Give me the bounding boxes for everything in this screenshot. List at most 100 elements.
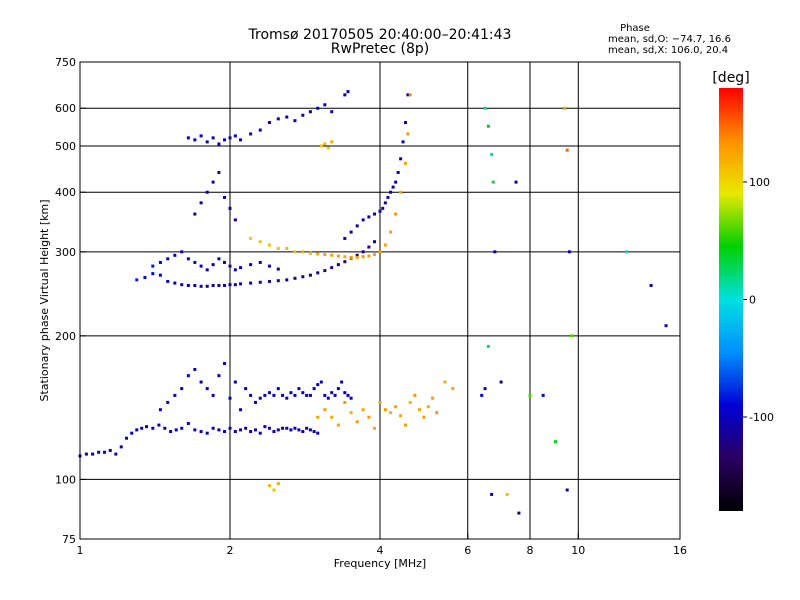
echo-point — [180, 387, 184, 391]
echo-point — [373, 253, 377, 257]
echo-point — [276, 387, 280, 391]
echo-point — [228, 136, 232, 140]
echo-point — [228, 426, 232, 430]
echo-point — [343, 255, 347, 259]
echo-point — [244, 387, 248, 391]
echo-point — [426, 405, 430, 409]
echo-point — [239, 266, 243, 270]
echo-point — [293, 426, 297, 430]
y-axis-label: Stationary phase Virtual Height [km] — [38, 199, 51, 401]
echo-point — [239, 408, 243, 412]
echo-point — [180, 426, 184, 430]
echo-point — [267, 264, 271, 268]
echo-point — [211, 426, 215, 430]
echo-point — [166, 257, 170, 261]
echo-point — [486, 124, 490, 128]
colorbar-tick-label: 0 — [749, 294, 756, 307]
echo-point — [193, 428, 197, 432]
echo-point — [228, 206, 232, 210]
y-tick-label: 75 — [62, 533, 76, 546]
echo-point — [169, 430, 173, 434]
echo-point — [330, 266, 334, 270]
echo-point — [130, 431, 134, 435]
echo-point — [301, 275, 305, 279]
echo-point — [330, 140, 334, 144]
colorbar: 100 0 -100 [deg] — [712, 70, 774, 511]
echo-point — [565, 148, 569, 152]
echo-point — [389, 190, 393, 194]
echo-point — [285, 278, 289, 282]
echo-point — [228, 264, 232, 268]
echo-point — [319, 144, 323, 148]
echo-point — [211, 180, 215, 184]
echo-point — [330, 415, 334, 419]
echo-point — [158, 260, 162, 264]
echo-point — [308, 273, 312, 277]
echo-point — [355, 253, 359, 257]
echo-point — [211, 283, 215, 287]
echo-point — [258, 240, 262, 244]
echo-point — [103, 450, 107, 454]
echo-point — [293, 250, 297, 254]
phase-stats-x-mode: mean, sd,X: 106.0, 20.4 — [608, 45, 729, 56]
echo-point — [186, 257, 190, 261]
echo-point — [316, 271, 320, 275]
echo-point — [249, 132, 253, 136]
echo-point — [336, 423, 340, 427]
echo-point — [233, 268, 237, 272]
echo-point — [333, 393, 337, 397]
echo-point — [289, 391, 293, 395]
echo-point — [233, 218, 237, 222]
echo-point — [319, 380, 323, 384]
echo-point — [174, 428, 178, 432]
echo-point — [258, 396, 262, 400]
echo-point — [346, 90, 350, 94]
echo-point — [193, 367, 197, 371]
echo-point — [326, 396, 330, 400]
echo-point — [84, 452, 88, 456]
echo-point — [158, 408, 162, 412]
echo-point — [664, 324, 668, 328]
x-tick-label: 2 — [227, 544, 234, 557]
x-tick-label: 10 — [571, 544, 585, 557]
echo-point — [361, 250, 365, 254]
echo-point — [308, 428, 312, 432]
echo-point — [361, 408, 365, 412]
echo-point — [326, 146, 330, 150]
echo-point — [361, 255, 365, 259]
echo-point — [249, 263, 253, 267]
x-tick-label: 1 — [77, 544, 84, 557]
echo-point — [205, 284, 209, 288]
echo-point — [378, 209, 382, 213]
echo-point — [199, 284, 203, 288]
echo-point — [435, 411, 439, 415]
echo-point — [312, 430, 316, 434]
echo-point — [408, 93, 412, 97]
axis-layer: 1 2 4 6 8 10 16 75 100 200 300 400 500 600 750 Frequenc… — [38, 56, 687, 570]
echo-point — [373, 426, 377, 430]
echo-point — [199, 264, 203, 268]
echo-point — [349, 396, 353, 400]
echo-point — [406, 132, 410, 136]
echo-point — [217, 374, 221, 378]
echo-point — [323, 408, 327, 412]
echo-point — [381, 206, 385, 210]
echo-point — [361, 218, 365, 222]
echo-point — [276, 246, 280, 250]
echo-point — [258, 128, 262, 132]
echo-point — [336, 263, 340, 267]
echo-point — [451, 387, 455, 391]
chart-title: Tromsø 20170505 20:40:00–20:41:43 — [248, 27, 512, 43]
echo-point — [186, 136, 190, 140]
echo-point — [490, 152, 494, 156]
echo-point — [297, 428, 301, 432]
echo-point — [258, 260, 262, 264]
echo-point — [258, 280, 262, 284]
echo-point — [343, 391, 347, 395]
echo-point — [343, 236, 347, 240]
echo-point — [125, 436, 129, 440]
echo-point — [217, 170, 221, 174]
echo-point — [316, 415, 320, 419]
echo-point — [151, 264, 155, 268]
echo-point — [528, 393, 532, 397]
